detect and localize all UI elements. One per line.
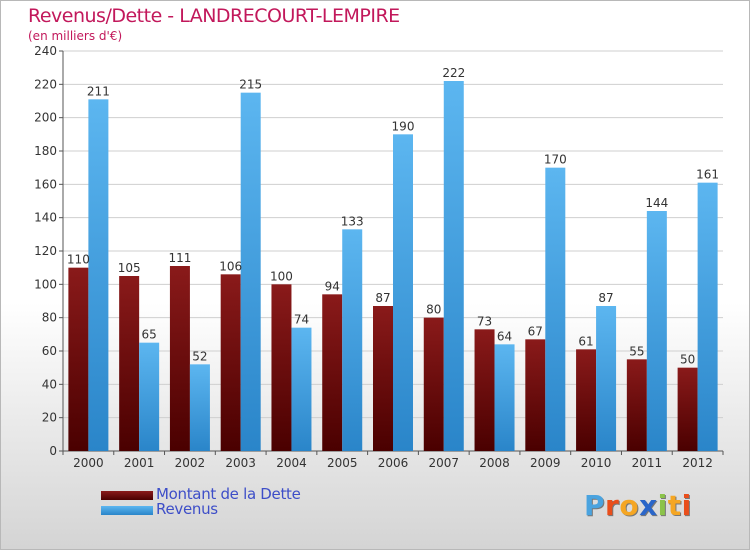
bar-revenus (393, 134, 413, 452)
y-tick-label: 120 (34, 244, 57, 258)
y-tick-label: 220 (34, 77, 57, 91)
bar-dette (626, 359, 647, 451)
bar-dette (220, 274, 241, 451)
data-label-dette: 100 (270, 269, 293, 283)
y-tick-label: 80 (42, 311, 57, 325)
bar-dette (271, 284, 292, 451)
x-tick-label: 2011 (632, 456, 663, 470)
legend-label-revenus: Revenus (156, 500, 218, 518)
bar-revenus (443, 81, 464, 451)
data-label-dette: 80 (426, 303, 441, 317)
y-tick-label: 20 (42, 411, 57, 425)
bar-dette (119, 276, 140, 451)
data-label-dette: 55 (629, 344, 644, 358)
logo-letter: i (657, 489, 668, 522)
bar-revenus (139, 342, 160, 451)
bar-dette (373, 306, 393, 451)
bar-revenus (646, 211, 667, 451)
data-label-dette: 50 (680, 353, 695, 367)
bar-revenus (189, 364, 210, 451)
data-label-revenus: 144 (645, 196, 668, 210)
logo-letter: r (605, 489, 620, 522)
legend-label-dette: Montant de la Dette (156, 485, 301, 503)
data-label-dette: 94 (325, 279, 340, 293)
bar-dette (322, 294, 343, 451)
data-label-revenus: 161 (696, 168, 719, 182)
bar-dette (677, 367, 698, 451)
bars (68, 81, 718, 452)
y-tick-label: 140 (34, 211, 57, 225)
bar-revenus (494, 344, 515, 451)
y-tick-label: 60 (42, 344, 57, 358)
data-label-dette: 67 (528, 324, 543, 338)
data-label-revenus: 64 (497, 329, 512, 343)
data-label-dette: 87 (375, 291, 390, 305)
data-label-revenus: 65 (142, 328, 157, 342)
bar-revenus (240, 92, 261, 452)
y-tick-label: 0 (49, 444, 57, 458)
x-tick-label: 2005 (327, 456, 358, 470)
x-tick-label: 2002 (175, 456, 206, 470)
x-tick-label: 2004 (276, 456, 307, 470)
logo-letter: i (681, 489, 692, 522)
x-tick-label: 2003 (225, 456, 256, 470)
y-tick-label: 160 (34, 177, 57, 191)
x-tick-label: 2009 (530, 456, 561, 470)
bar-revenus (88, 99, 109, 451)
data-label-revenus: 87 (598, 291, 613, 305)
data-label-revenus: 222 (442, 66, 465, 80)
logo-letter: t (667, 489, 682, 522)
data-label-revenus: 190 (392, 119, 415, 133)
x-tick-label: 2000 (73, 456, 104, 470)
bar-dette (525, 339, 546, 451)
bar-revenus (697, 182, 718, 451)
x-tick-label: 2006 (378, 456, 409, 470)
proxiti-logo: Proxiti (584, 489, 692, 522)
data-label-revenus: 133 (341, 214, 364, 228)
y-tick-label: 40 (42, 377, 57, 391)
bar-revenus (291, 327, 312, 451)
y-tick-label: 240 (34, 44, 57, 58)
logo-letter: o (619, 489, 640, 522)
legend-swatch-revenus (101, 506, 153, 515)
x-tick-label: 2012 (682, 456, 713, 470)
y-tick-label: 100 (34, 277, 57, 291)
data-label-dette: 105 (118, 261, 141, 275)
data-label-revenus: 74 (294, 313, 309, 327)
data-label-dette: 73 (477, 314, 492, 328)
logo-letter: P (584, 489, 606, 522)
bar-dette (576, 349, 597, 451)
data-label-revenus: 211 (87, 84, 110, 98)
legend-swatch-dette (101, 491, 153, 500)
data-label-revenus: 170 (544, 153, 567, 167)
y-tick-label: 200 (34, 111, 57, 125)
x-tick-label: 2010 (581, 456, 612, 470)
y-tick-label: 180 (34, 144, 57, 158)
logo-letter: x (639, 489, 658, 522)
data-label-dette: 61 (578, 334, 593, 348)
data-label-revenus: 52 (192, 349, 207, 363)
bar-revenus (545, 167, 566, 451)
x-tick-label: 2007 (428, 456, 459, 470)
x-tick-label: 2001 (124, 456, 155, 470)
x-tick-label: 2008 (479, 456, 510, 470)
data-labels: 110 211 105 65 111 52 106 215 100 74 94 133 87 190 80 2… (67, 66, 719, 367)
data-label-dette: 111 (168, 251, 191, 265)
bar-revenus (596, 306, 617, 451)
chart-title: Revenus/Dette - LANDRECOURT-LEMPIRE (28, 5, 400, 27)
bar-dette (474, 329, 495, 451)
data-label-dette: 110 (67, 253, 90, 267)
bar-dette (423, 317, 444, 451)
bar-dette (169, 266, 190, 451)
bar-revenus (342, 229, 363, 451)
chart-subtitle: (en milliers d'€) (28, 29, 123, 43)
data-label-dette: 106 (219, 259, 242, 273)
bar-dette (68, 267, 89, 451)
data-label-revenus: 215 (239, 78, 262, 92)
